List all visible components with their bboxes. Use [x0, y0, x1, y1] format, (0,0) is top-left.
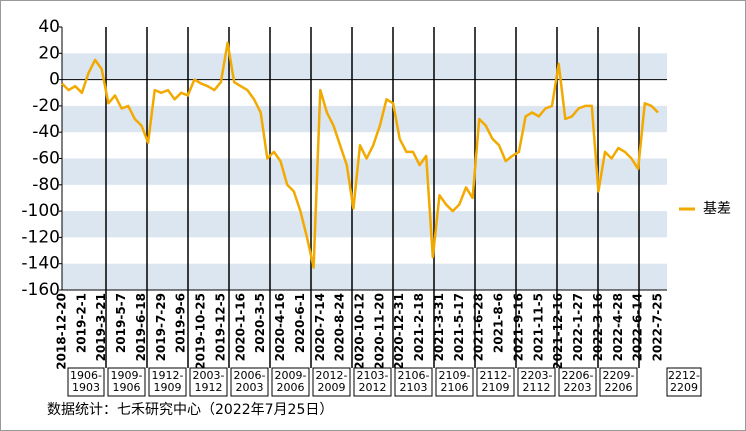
spread-label: 2209- — [603, 369, 635, 382]
y-tick-label: -140 — [21, 254, 60, 274]
spread-label: 1909- — [111, 369, 143, 382]
x-tick-label: 2020-11-20 — [372, 293, 386, 370]
spread-label: 1906 — [113, 381, 141, 394]
spread-box — [107, 367, 146, 397]
legend-label: 基差 — [703, 200, 731, 217]
spread-box — [271, 367, 310, 397]
spread-box — [230, 367, 269, 397]
x-tick-label: 2019-2-1 — [74, 293, 88, 353]
spread-label: 1912- — [152, 369, 184, 382]
x-tick-label: 2020-1-16 — [233, 293, 247, 361]
spread-label: 2209 — [670, 381, 698, 394]
spread-label: 2003 — [236, 381, 264, 394]
spread-label: 2009- — [275, 369, 307, 382]
spread-label: 2006- — [234, 369, 266, 382]
x-tick-label: 2021-2-18 — [412, 293, 426, 361]
spread-label: 2103 — [400, 381, 428, 394]
x-tick-label: 2021-3-31 — [432, 293, 446, 361]
spread-box — [476, 367, 515, 397]
spread-label: 2203- — [521, 369, 553, 382]
spread-label: 2012 — [359, 381, 387, 394]
x-tick-label: 2020-12-31 — [392, 293, 406, 370]
spread-box — [599, 367, 638, 397]
x-tick-label: 2020-7-14 — [313, 293, 327, 361]
y-tick-label: 0 — [49, 70, 60, 90]
spread-label: 2203 — [564, 381, 592, 394]
x-tick-label: 2019-9-6 — [174, 293, 188, 353]
spread-label: 1903 — [72, 381, 100, 394]
y-tick-label: -80 — [32, 175, 60, 195]
x-tick-label: 2021-12-16 — [551, 293, 565, 370]
spread-box — [558, 367, 597, 397]
y-tick-label: 20 — [38, 43, 60, 63]
x-tick-label: 2022-6-14 — [631, 293, 645, 361]
x-tick-label: 2019-6-18 — [134, 293, 148, 361]
y-tick-label: -40 — [32, 122, 60, 142]
x-tick-label: 2021-9-16 — [511, 293, 525, 361]
y-tick-label: -100 — [21, 201, 60, 221]
band — [62, 158, 667, 185]
x-tick-label: 2020-3-5 — [253, 293, 267, 353]
spread-label: 2109- — [439, 369, 471, 382]
y-tick-label: -120 — [21, 227, 60, 247]
spread-box — [312, 367, 351, 397]
spread-label: 2206- — [562, 369, 594, 382]
x-tick-label: 2022-1-27 — [571, 293, 585, 361]
spread-label: 2106 — [441, 381, 469, 394]
spread-label: 2003- — [193, 369, 225, 382]
spread-label: 1912 — [195, 381, 223, 394]
x-tick-label: 2018-12-20 — [55, 293, 69, 370]
spread-label: 2106- — [398, 369, 430, 382]
x-tick-label: 2020-8-24 — [333, 293, 347, 361]
x-tick-label: 2020-4-16 — [273, 293, 287, 361]
band — [62, 53, 667, 80]
spread-label: 2103- — [357, 369, 389, 382]
spread-box — [148, 367, 187, 397]
spread-box — [67, 367, 105, 397]
x-tick-label: 2020-10-12 — [353, 293, 367, 370]
x-tick-label: 2019-5-7 — [114, 293, 128, 353]
spread-box — [435, 367, 474, 397]
spread-box — [394, 367, 433, 397]
data-line — [61, 41, 659, 269]
y-tick-label: -20 — [32, 96, 60, 116]
x-tick-label: 2019-10-25 — [194, 293, 208, 370]
x-tick-label: 2021-8-6 — [492, 293, 506, 353]
spread-label: 2009 — [318, 381, 346, 394]
x-tick-label: 2021-5-17 — [452, 293, 466, 361]
spread-box — [517, 367, 556, 397]
band — [62, 211, 667, 238]
y-tick-label: -160 — [21, 280, 60, 300]
x-tick-label: 2021-11-5 — [531, 293, 545, 361]
spread-box — [353, 367, 392, 397]
spread-label: 2112- — [480, 369, 512, 382]
y-tick-label: -60 — [32, 149, 60, 169]
source: 数据统计：七禾研究中心（2022年7月25日） — [47, 402, 333, 418]
spread-label: 2212- — [668, 369, 700, 382]
x-tick-label: 2019-12-5 — [213, 293, 227, 361]
x-tick-label: 2019-3-21 — [94, 293, 108, 361]
spread-label: 2006 — [277, 381, 305, 394]
spread-box — [666, 367, 702, 397]
spread-label: 1909 — [154, 381, 182, 394]
x-tick-label: 2020-6-1 — [293, 293, 307, 353]
spread-label: 2112 — [523, 381, 551, 394]
x-tick-label: 2019-7-29 — [154, 293, 168, 361]
spread-label: 2109 — [482, 381, 510, 394]
x-tick-label: 2022-7-25 — [651, 293, 665, 361]
x-tick-label: 2022-4-28 — [611, 293, 625, 361]
x-tick-label: 2021-6-28 — [472, 293, 486, 361]
spread-label: 2206 — [605, 381, 633, 394]
spread-box — [189, 367, 228, 397]
spread-label: 2012- — [316, 369, 348, 382]
band — [62, 263, 667, 290]
y-tick-label: 40 — [38, 17, 60, 37]
spread-label: 1906- — [70, 369, 102, 382]
